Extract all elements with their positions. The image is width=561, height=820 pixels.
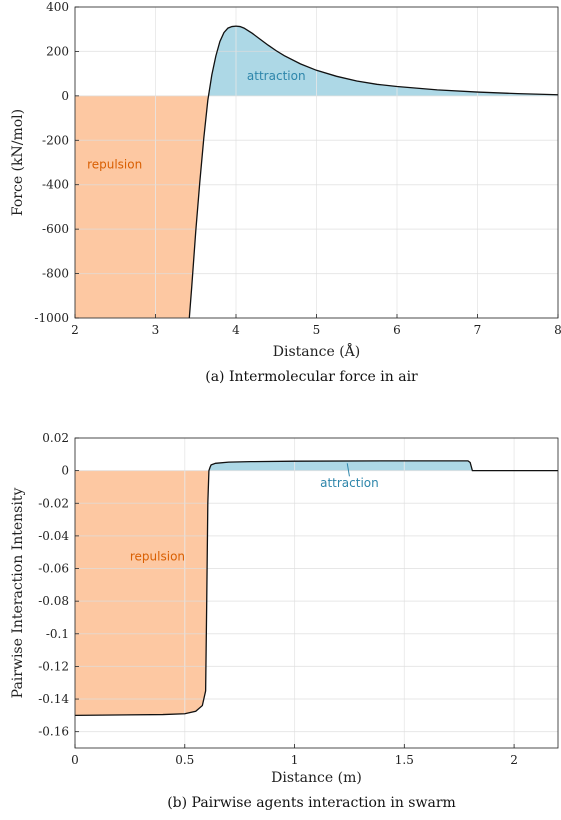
y-tick-label: 0 [61,89,69,103]
data-series-line [74,460,558,717]
attraction-region [207,26,558,96]
y-tick-label: -0.02 [38,496,69,510]
y-tick-label: -0.14 [38,692,69,706]
x-tick-label: 2 [510,753,518,767]
y-tick-label: -800 [42,267,69,281]
plot-frame [74,437,559,749]
x-tick-label: 6 [393,323,401,337]
repulsion-label: repulsion [130,549,185,563]
chart-caption: (b) Pairwise agents interaction in swarm [167,795,456,811]
y-tick-label: 0.02 [42,431,69,445]
panel-b-chart: 0 0.5 1 1.5 2 0.02 0 -0.02 -0.04 -0.06 -0.08 -0.1 -0… [10,431,559,811]
y-tick-label: -0.1 [46,627,69,641]
repulsion-region [75,95,208,318]
y-tick-label: -0.04 [38,529,69,543]
attraction-pointer [346,463,350,477]
x-axis-label: Distance (Å) [273,342,361,360]
y-tick-label: 200 [46,44,69,58]
y-tick-label: -600 [42,222,69,236]
x-tick-label: 5 [313,323,321,337]
attraction-label: attraction [320,476,379,490]
panel-a-chart: 2 3 4 5 6 7 8 400 200 0 -200 -400 -600 -800 -1000 repul… [10,0,561,385]
x-tick-label: 8 [554,323,561,337]
y-tick-label: -0.08 [38,594,69,608]
x-tick-label: 1.5 [395,753,414,767]
y-tick-label: -0.12 [38,659,69,673]
y-tick-label: -1000 [34,311,69,325]
repulsion-region [75,470,209,716]
attraction-label: attraction [247,69,306,83]
chart-caption: (a) Intermolecular force in air [205,369,418,385]
y-tick-label: -0.06 [38,562,69,576]
x-tick-label: 1 [291,753,299,767]
x-tick-label: 2 [71,323,79,337]
x-tick-label: 3 [152,323,160,337]
y-axis-label: Force (kN/mol) [10,109,26,216]
y-tick-label: -400 [42,178,69,192]
y-tick-label: -200 [42,133,69,147]
x-axis-label: Distance (m) [271,770,362,786]
y-tick-label: 400 [46,0,69,14]
data-series-line [188,25,559,319]
x-tick-label: 7 [474,323,482,337]
y-tick-label: 0 [61,464,69,478]
x-tick-label: 0 [71,753,79,767]
x-tick-label: 4 [232,323,240,337]
x-tick-label: 0.5 [175,753,194,767]
repulsion-label: repulsion [87,158,142,172]
y-axis-label: Pairwise Interaction Intensity [10,488,26,699]
attraction-region [208,460,558,471]
y-tick-label: -0.16 [38,725,69,739]
